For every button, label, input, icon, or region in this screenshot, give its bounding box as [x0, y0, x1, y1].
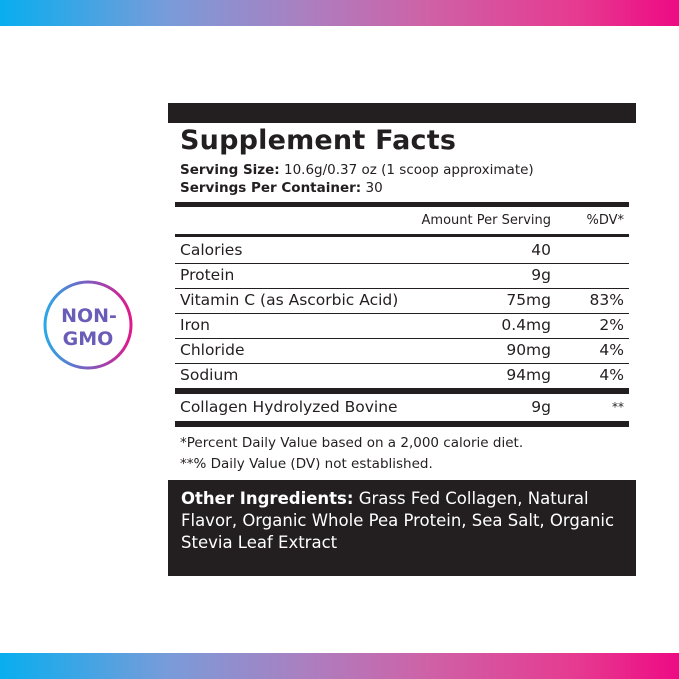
bottom-gradient-band — [0, 653, 679, 679]
footnote-2: **% Daily Value (DV) not established. — [180, 456, 433, 472]
nutrient-amount: 90mg — [506, 341, 551, 359]
blend-dv: ** — [612, 400, 624, 414]
nutrient-amount: 40 — [531, 241, 551, 259]
ingredients-label: Other Ingredients: — [181, 489, 354, 508]
nutrient-name: Sodium — [180, 366, 239, 384]
panel-title: Supplement Facts — [180, 125, 457, 156]
blend-row: Collagen Hydrolyzed Bovine 9g ** — [175, 395, 629, 420]
nutrient-row: Calories 40 — [175, 238, 629, 263]
nutrient-name: Vitamin C (as Ascorbic Acid) — [180, 291, 399, 309]
top-gradient-band — [0, 0, 679, 26]
nutrient-name: Chloride — [180, 341, 245, 359]
badge-ring — [43, 280, 133, 370]
other-ingredients: Other Ingredients: Grass Fed Collagen, N… — [181, 488, 621, 554]
col-dv: %DV* — [586, 213, 624, 228]
divider-thin — [175, 363, 629, 364]
ingredients-text: Grass Fed Collagen, Natural Flavor, Orga… — [181, 489, 615, 552]
other-ingredients-box: Other Ingredients: Grass Fed Collagen, N… — [168, 480, 636, 576]
blend-amount: 9g — [531, 398, 551, 416]
divider-thin — [175, 313, 629, 314]
nutrient-amount: 75mg — [506, 291, 551, 309]
divider-thick — [175, 202, 629, 207]
divider-thin — [175, 288, 629, 289]
nutrient-dv: 2% — [599, 316, 624, 334]
nutrient-amount: 94mg — [506, 366, 551, 384]
nutrient-row: Protein 9g — [175, 263, 629, 288]
servings-label: Servings Per Container: — [180, 180, 362, 196]
divider-thin — [175, 263, 629, 264]
footnote-1: *Percent Daily Value based on a 2,000 ca… — [180, 435, 524, 451]
nutrient-name: Iron — [180, 316, 210, 334]
col-amount: Amount Per Serving — [421, 213, 551, 228]
nutrient-row: Iron 0.4mg 2% — [175, 313, 629, 338]
serving-size: Serving Size: 10.6g/0.37 oz (1 scoop app… — [180, 162, 534, 178]
blend-name: Collagen Hydrolyzed Bovine — [180, 398, 398, 416]
nutrient-row: Vitamin C (as Ascorbic Acid) 75mg 83% — [175, 288, 629, 313]
nutrient-dv: 4% — [599, 366, 624, 384]
serving-size-value: 10.6g/0.37 oz (1 scoop approximate) — [279, 162, 534, 178]
nutrient-dv: 83% — [589, 291, 624, 309]
non-gmo-badge: NON- GMO — [43, 280, 133, 370]
divider-thin — [175, 338, 629, 339]
nutrient-amount: 0.4mg — [501, 316, 551, 334]
nutrient-name: Protein — [180, 266, 235, 284]
top-bar — [168, 103, 636, 123]
divider-thick — [175, 421, 629, 427]
nutrient-dv: 4% — [599, 341, 624, 359]
servings-value: 30 — [361, 180, 383, 196]
badge-line1: NON- — [61, 305, 117, 327]
badge-line2: GMO — [63, 328, 114, 350]
nutrient-amount: 9g — [531, 266, 551, 284]
nutrient-row: Sodium 94mg 4% — [175, 363, 629, 388]
supplement-facts-panel: Supplement Facts Serving Size: 10.6g/0.3… — [168, 103, 636, 576]
divider-thick — [175, 388, 629, 394]
column-header: Amount Per Serving %DV* — [175, 208, 629, 233]
servings-per-container: Servings Per Container: 30 — [180, 180, 383, 196]
divider-thick — [175, 234, 629, 237]
serving-size-label: Serving Size: — [180, 162, 280, 178]
nutrient-name: Calories — [180, 241, 243, 259]
nutrient-row: Chloride 90mg 4% — [175, 338, 629, 363]
